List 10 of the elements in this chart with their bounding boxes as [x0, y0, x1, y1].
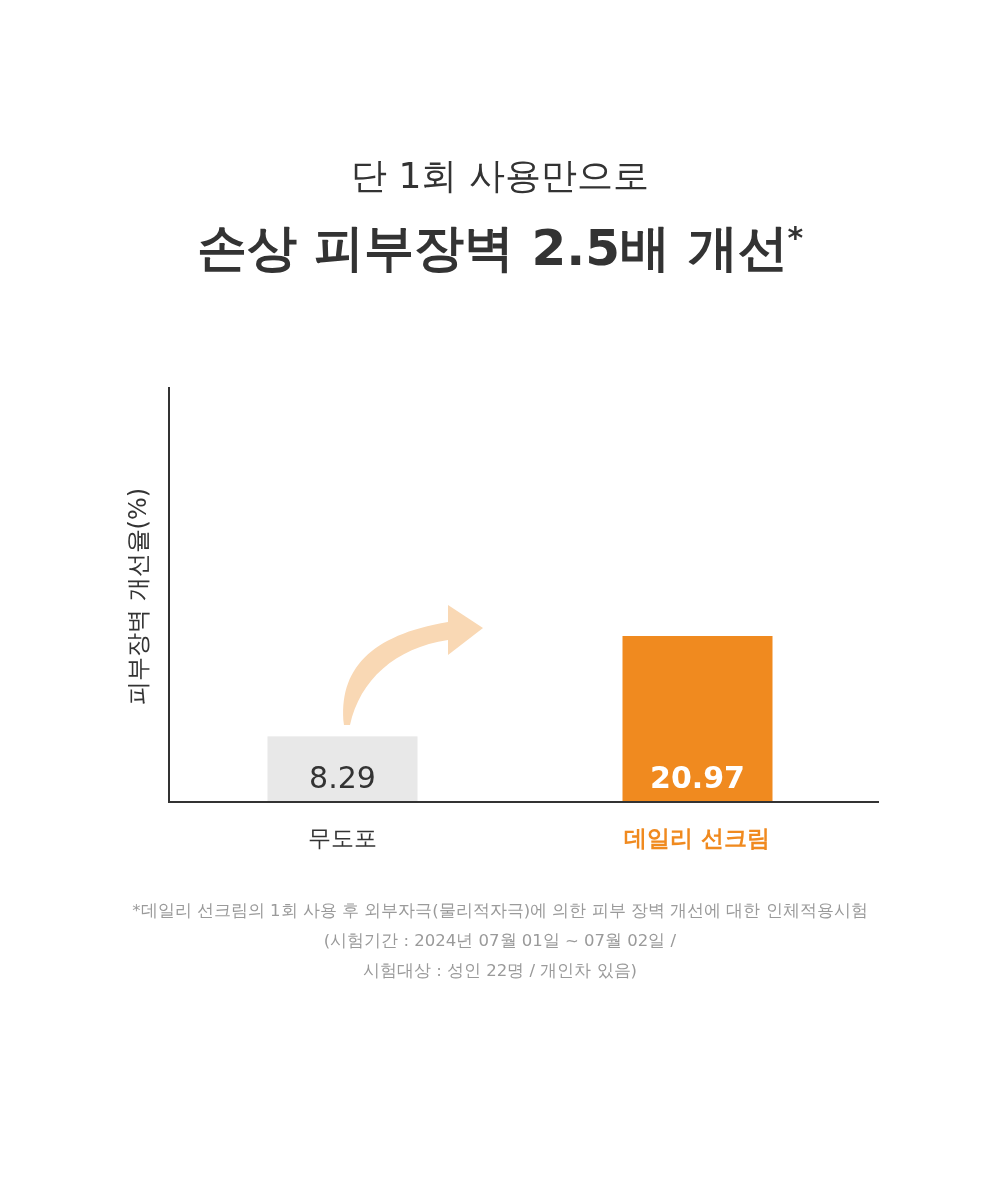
x-tick-label: 무도포 — [308, 825, 377, 851]
chart-subtitle: 단 1회 사용만으로 — [351, 155, 649, 196]
text: *데일리 선크림의 1회 사용 후 외부자극(물리적자극)에 의한 피부 장벽 개선에 대한 인체적용시험 — [132, 901, 868, 920]
text: (시험기간 : 2024년 07월 01일 ~ 07월 02일 / — [323, 931, 677, 950]
y-axis-title: 피부장벽 개선율(%) — [124, 487, 152, 706]
data-label: 8.29 — [309, 760, 376, 795]
x-tick-label: 데일리 선크림 — [624, 825, 771, 851]
data-label: 20.97 — [650, 760, 745, 795]
chart-title: 손상 피부장벽 2.5배 개선$^{*}$ — [196, 219, 804, 277]
text: 시험대상 : 성인 22명 / 개인차 있음) — [362, 961, 638, 980]
